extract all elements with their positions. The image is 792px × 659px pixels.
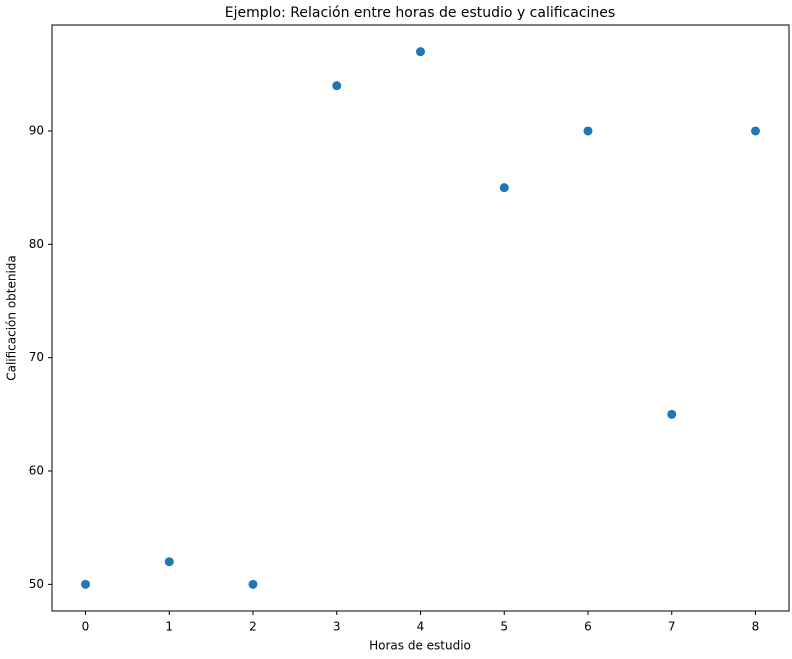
point — [667, 409, 677, 419]
y-tick-label: 50 — [29, 577, 44, 591]
plot-frame — [51, 24, 790, 612]
y-tick-label: 60 — [29, 464, 44, 478]
x-tick-label: 5 — [500, 620, 508, 634]
x-tick-label: 8 — [752, 620, 760, 634]
point — [416, 47, 425, 57]
point — [583, 126, 593, 136]
x-tick-label: 1 — [165, 620, 173, 634]
y-tick-label: 90 — [29, 123, 44, 137]
x-tick-label: 7 — [668, 620, 676, 634]
point — [499, 183, 509, 193]
y-tick-label: 80 — [29, 237, 44, 251]
point — [751, 126, 760, 136]
point — [332, 81, 342, 91]
point — [248, 579, 258, 589]
point — [164, 557, 174, 567]
x-tick-label: 6 — [584, 620, 592, 634]
y-axis-label: Calificación obtenida — [5, 255, 19, 381]
x-tick-label: 3 — [333, 620, 341, 634]
x-axis-label: Horas de estudio — [369, 639, 471, 653]
point — [81, 579, 90, 589]
x-tick-label: 0 — [82, 620, 90, 634]
x-tick-label: 2 — [249, 620, 257, 634]
y-tick-label: 70 — [29, 350, 44, 364]
x-tick-label: 4 — [417, 620, 425, 634]
chart-title: Ejemplo: Relación entre horas de estudio… — [225, 5, 615, 21]
